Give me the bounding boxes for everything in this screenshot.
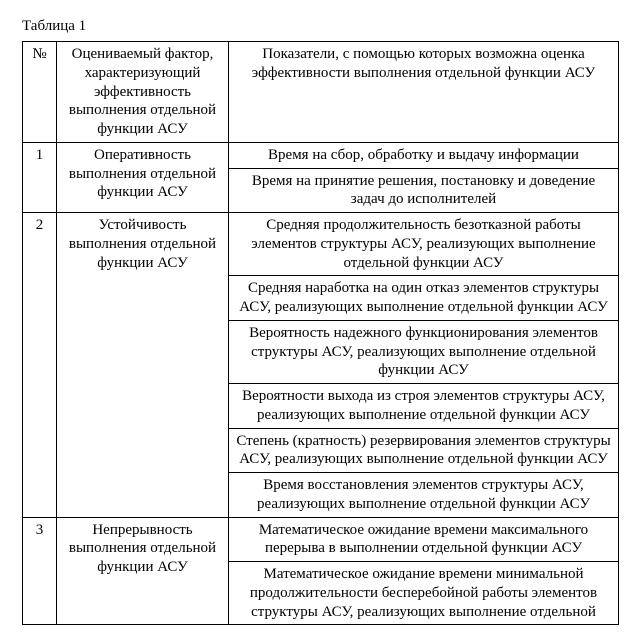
table-row: 3 Непрерывность выполнения отдельной фун… <box>23 517 619 562</box>
row-factor: Непрерывность выполнения отдельной функц… <box>57 517 229 625</box>
table-caption: Таблица 1 <box>22 18 618 35</box>
header-num: № <box>23 42 57 143</box>
row-factor: Оперативность выполнения отдельной функц… <box>57 142 229 212</box>
row-indicator: Средняя наработка на один отказ элементо… <box>229 276 619 321</box>
row-indicator: Время восстановления элементов структуры… <box>229 473 619 518</box>
row-num: 1 <box>23 142 57 212</box>
row-indicator: Математическое ожидание времени максимал… <box>229 517 619 562</box>
header-factor: Оцениваемый фактор, характеризующий эффе… <box>57 42 229 143</box>
row-indicator: Вероятность надежного функционирования э… <box>229 320 619 383</box>
row-num: 3 <box>23 517 57 625</box>
table-row: 1 Оперативность выполнения отдельной фун… <box>23 142 619 168</box>
header-indicator: Показатели, с помощью которых возможна о… <box>229 42 619 143</box>
row-indicator: Степень (кратность) резервирования элеме… <box>229 428 619 473</box>
row-indicator: Вероятности выхода из строя элементов ст… <box>229 384 619 429</box>
row-factor: Устойчивость выполнения отдельной функци… <box>57 213 229 518</box>
row-indicator: Время на принятие решения, постановку и … <box>229 168 619 213</box>
row-indicator: Время на сбор, обработку и выдачу информ… <box>229 142 619 168</box>
row-indicator: Математическое ожидание времени минималь… <box>229 562 619 625</box>
main-table: № Оцениваемый фактор, характеризующий эф… <box>22 41 619 625</box>
table-header-row: № Оцениваемый фактор, характеризующий эф… <box>23 42 619 143</box>
row-num: 2 <box>23 213 57 518</box>
row-indicator: Средняя продолжительность безотказной ра… <box>229 213 619 276</box>
table-row: 2 Устойчивость выполнения отдельной функ… <box>23 213 619 276</box>
